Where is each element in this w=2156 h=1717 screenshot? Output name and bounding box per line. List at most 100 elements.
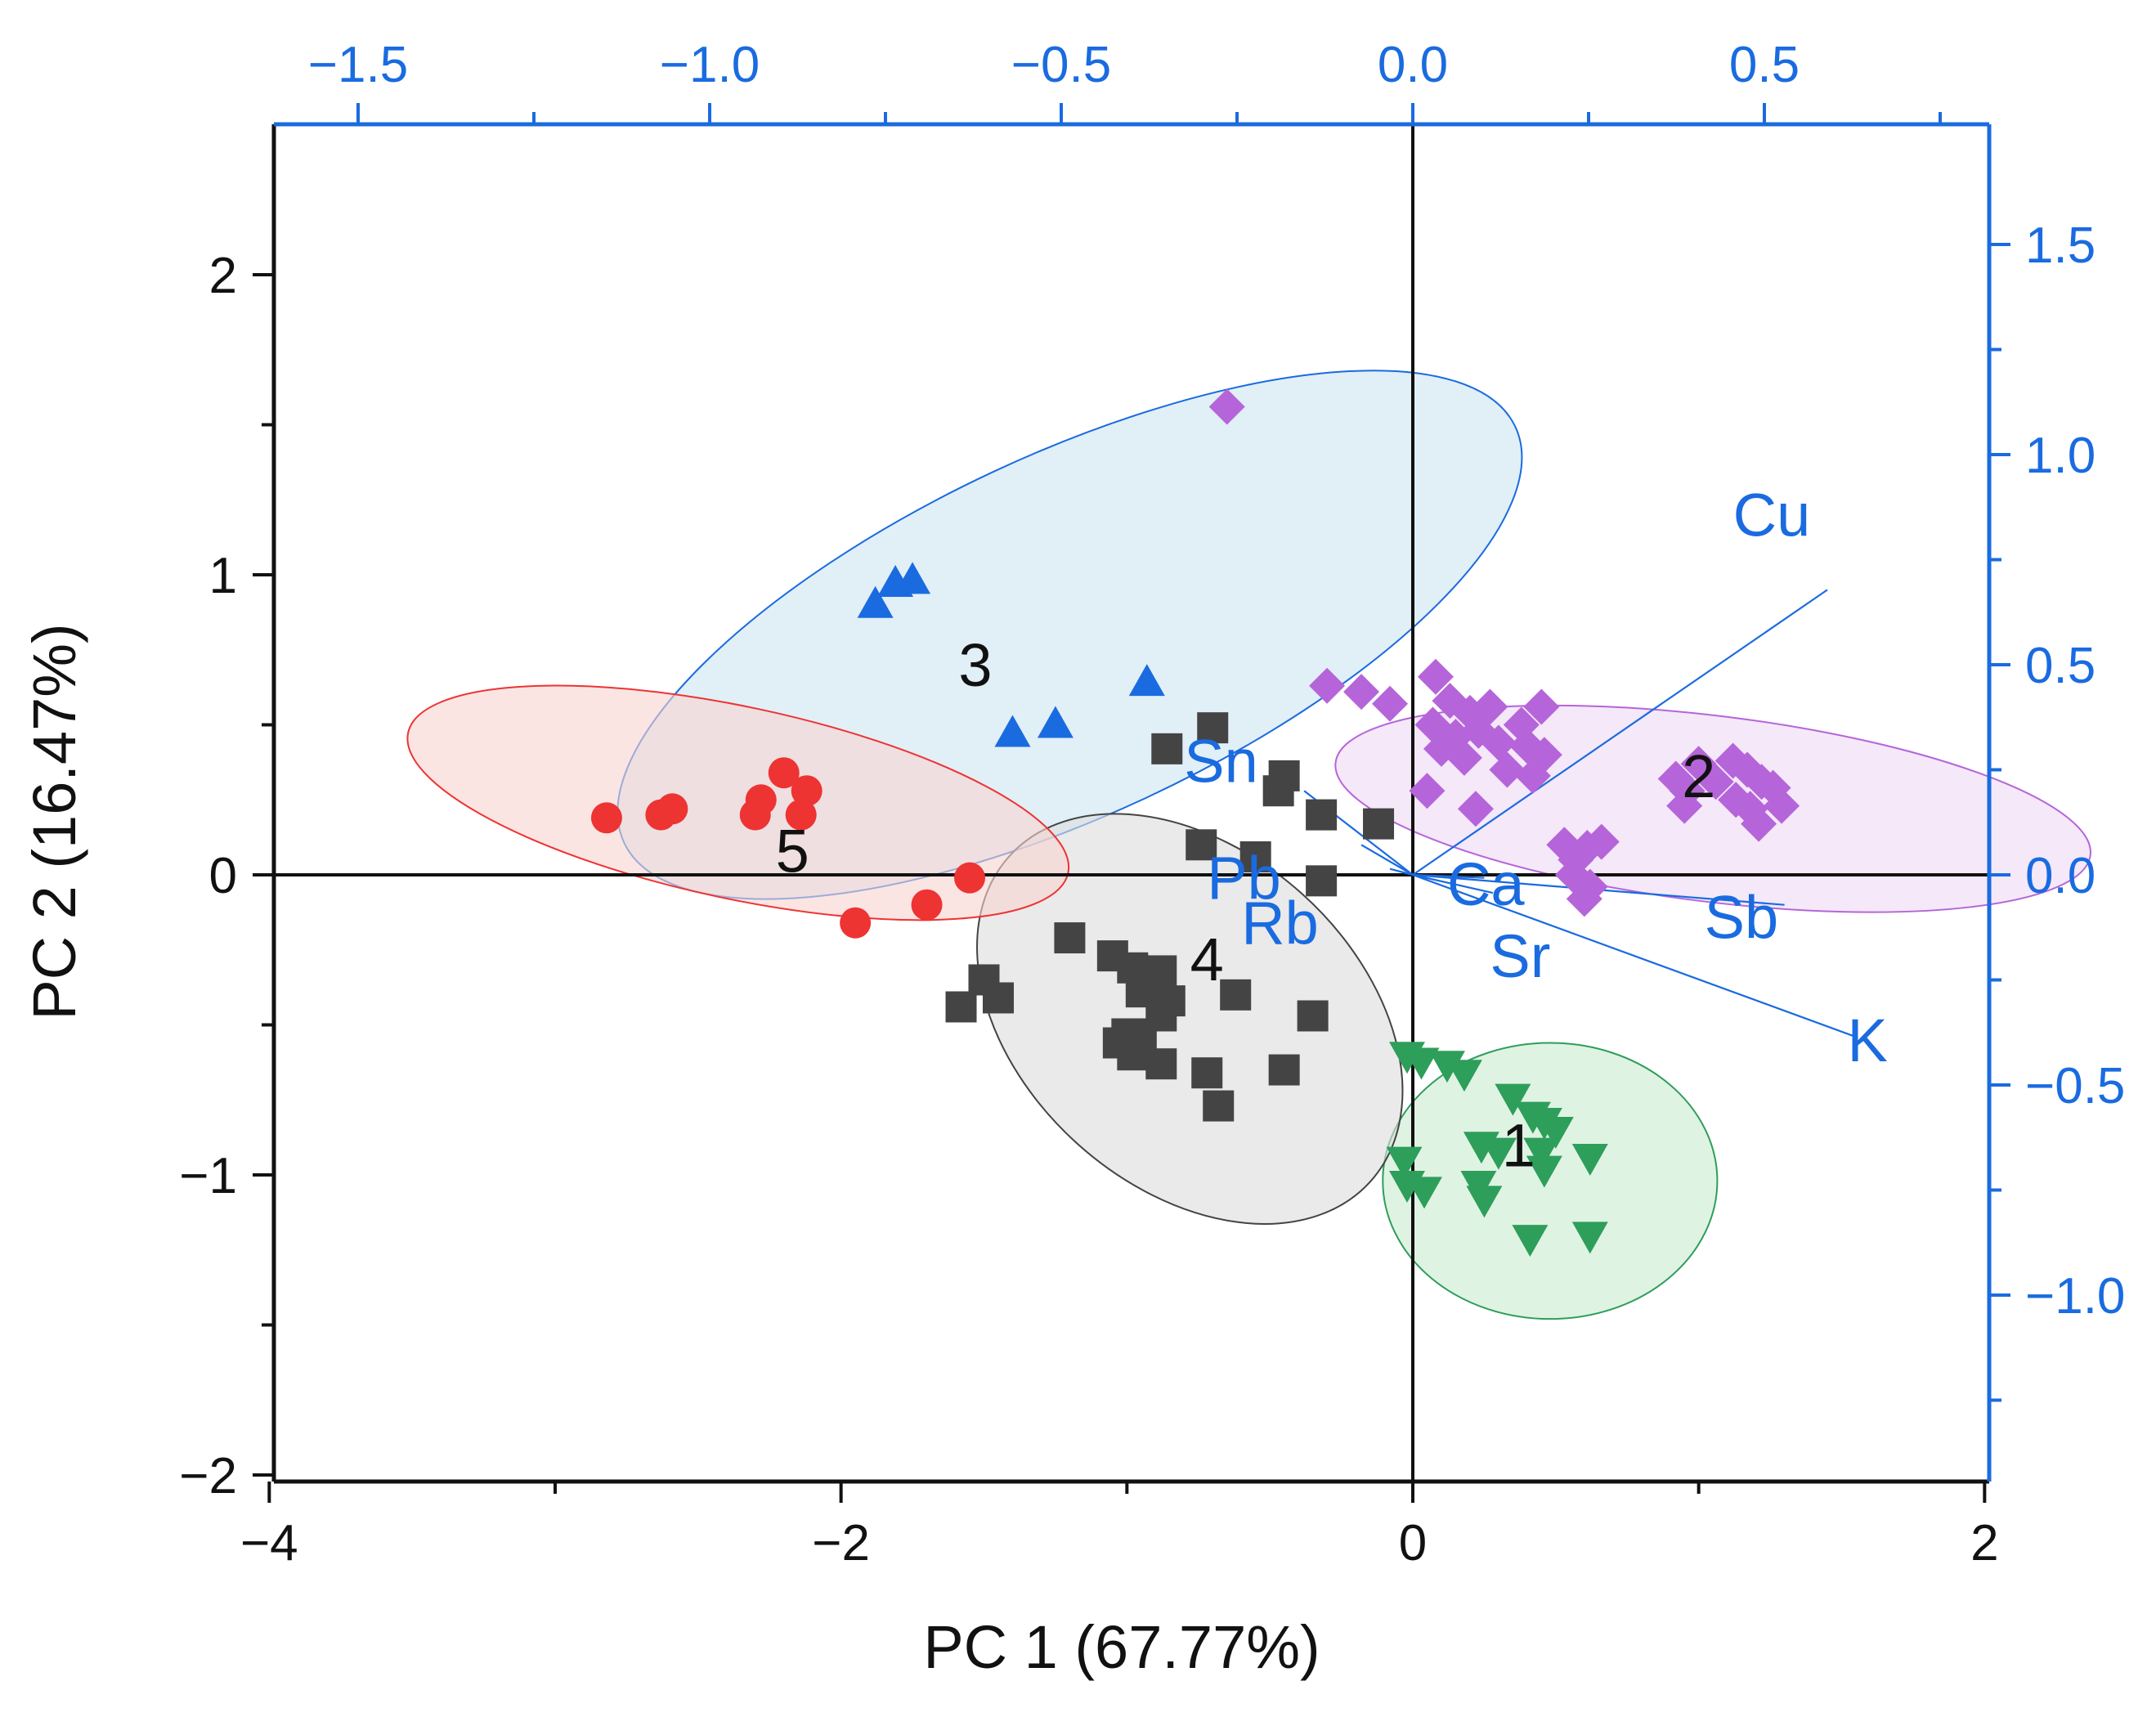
- point-group-4-0: [1197, 712, 1229, 744]
- y-tick-label-right-3: 0.5: [2025, 638, 2095, 694]
- point-group-4-14: [982, 982, 1014, 1014]
- point-group-5-9: [911, 889, 943, 921]
- point-group-1-11: [1571, 1143, 1608, 1176]
- point-group-1-3: [1446, 1060, 1482, 1092]
- point-group-2-19: [1514, 757, 1551, 794]
- point-group-4-25: [1145, 1048, 1177, 1080]
- x-tick-label-bottom-2: 0: [1399, 1515, 1427, 1571]
- point-group-2-0: [1208, 388, 1245, 425]
- point-group-2-39: [1764, 787, 1800, 824]
- ellipse-group-5: [406, 684, 1070, 921]
- y-tick-label-left-2: 0: [209, 848, 237, 904]
- point-group-2-4: [1417, 658, 1454, 695]
- point-group-4-9: [1054, 922, 1086, 954]
- x-axis-title: PC 1 (67.77%): [923, 1613, 1320, 1681]
- loading-vector-rb: [1389, 867, 1414, 876]
- point-group-2-1: [1309, 667, 1346, 704]
- point-group-1-15: [1405, 1177, 1442, 1209]
- point-group-1-1: [1403, 1047, 1440, 1080]
- y-tick-label-left-1: −1: [179, 1148, 237, 1204]
- group-label-4: 4: [1190, 926, 1224, 993]
- loading-vector-sr: [1412, 873, 1494, 894]
- loading-label-cu: Cu: [1733, 482, 1811, 549]
- group-label-1: 1: [1502, 1111, 1535, 1179]
- y-tick-label-right-1: −0.5: [2025, 1058, 2125, 1114]
- point-group-5-7: [785, 799, 817, 831]
- point-group-1-12: [1386, 1146, 1423, 1179]
- point-group-1-7: [1537, 1116, 1574, 1149]
- loading-label-sr: Sr: [1490, 922, 1550, 990]
- point-group-3-4: [1037, 706, 1074, 738]
- y-tick-label-right-2: 0.0: [2025, 848, 2095, 904]
- loading-label-pb: Pb: [1207, 845, 1281, 912]
- point-group-4-4: [1306, 799, 1338, 831]
- y-tick-label-left-3: 1: [209, 548, 237, 604]
- point-group-2-9: [1523, 688, 1560, 725]
- x-tick-label-top-2: −0.5: [1011, 37, 1111, 93]
- group-label-5: 5: [776, 818, 809, 885]
- point-group-4-7: [1239, 841, 1271, 872]
- point-group-4-26: [1191, 1057, 1223, 1089]
- zero-lines: [274, 124, 1989, 1482]
- point-group-2-28: [1566, 881, 1602, 917]
- point-group-3-3: [994, 715, 1031, 747]
- point-group-5-8: [954, 862, 986, 894]
- y-tick-label-left-0: −2: [179, 1448, 237, 1504]
- loading-vector-cu: [1412, 589, 1828, 876]
- x-tick-label-top-0: −1.5: [308, 37, 408, 93]
- point-group-1-2: [1428, 1051, 1465, 1083]
- loading-vector-pb: [1360, 844, 1414, 876]
- group-labels: 1 2 3 4 5: [776, 631, 1716, 1179]
- loading-label-k: K: [1847, 1006, 1887, 1074]
- x-tick-label-top-4: 0.5: [1729, 37, 1800, 93]
- point-group-1-10: [1523, 1137, 1560, 1170]
- point-group-1-19: [1571, 1222, 1608, 1254]
- axes: [253, 103, 2010, 1503]
- point-group-2-17: [1446, 739, 1482, 776]
- ellipse-group-1: [1382, 1042, 1719, 1320]
- point-group-1-4: [1495, 1083, 1531, 1116]
- y-axis-title: PC 2 (16.47%): [20, 623, 88, 1020]
- point-group-1-18: [1512, 1225, 1549, 1257]
- point-group-1-17: [1466, 1186, 1503, 1218]
- point-group-5-0: [590, 802, 622, 834]
- point-group-1-13: [1526, 1155, 1562, 1188]
- point-group-2-40: [1741, 805, 1777, 842]
- confidence-ellipses: [406, 370, 2091, 1320]
- loading-vector-k: [1412, 873, 1857, 1038]
- point-group-1-9: [1480, 1137, 1517, 1170]
- point-group-4-18: [945, 991, 977, 1023]
- loading-label-sn: Sn: [1184, 728, 1258, 796]
- point-group-4-3: [1262, 775, 1294, 807]
- point-group-2-2: [1343, 674, 1380, 711]
- point-group-3-2: [894, 562, 931, 594]
- loading-label-ca: Ca: [1447, 850, 1525, 918]
- point-group-4-6: [1186, 829, 1217, 861]
- x-tick-label-bottom-1: −2: [812, 1515, 870, 1571]
- point-group-2-13: [1480, 724, 1517, 761]
- loading-label-rb: Rb: [1241, 890, 1319, 957]
- point-group-4-1: [1151, 733, 1183, 764]
- point-group-5-6: [791, 775, 823, 807]
- point-group-2-20: [1409, 773, 1446, 809]
- y-tick-label-right-5: 1.5: [2025, 217, 2095, 274]
- group-label-3: 3: [958, 631, 992, 699]
- point-group-5-4: [745, 784, 777, 816]
- point-group-4-5: [1363, 808, 1395, 840]
- point-group-4-28: [1203, 1090, 1235, 1122]
- point-group-2-3: [1372, 685, 1409, 722]
- point-group-2-32: [1697, 764, 1734, 800]
- x-tick-label-top-1: −1.0: [660, 37, 760, 93]
- point-group-5-5: [768, 757, 800, 789]
- x-tick-label-bottom-3: 2: [1970, 1515, 1998, 1571]
- point-group-4-27: [1268, 1054, 1300, 1086]
- y-tick-label-right-0: −1.0: [2025, 1268, 2125, 1325]
- point-group-3-5: [1128, 664, 1165, 697]
- point-group-5-2: [657, 793, 688, 825]
- point-group-5-10: [840, 907, 872, 939]
- point-group-4-24: [1117, 1039, 1149, 1071]
